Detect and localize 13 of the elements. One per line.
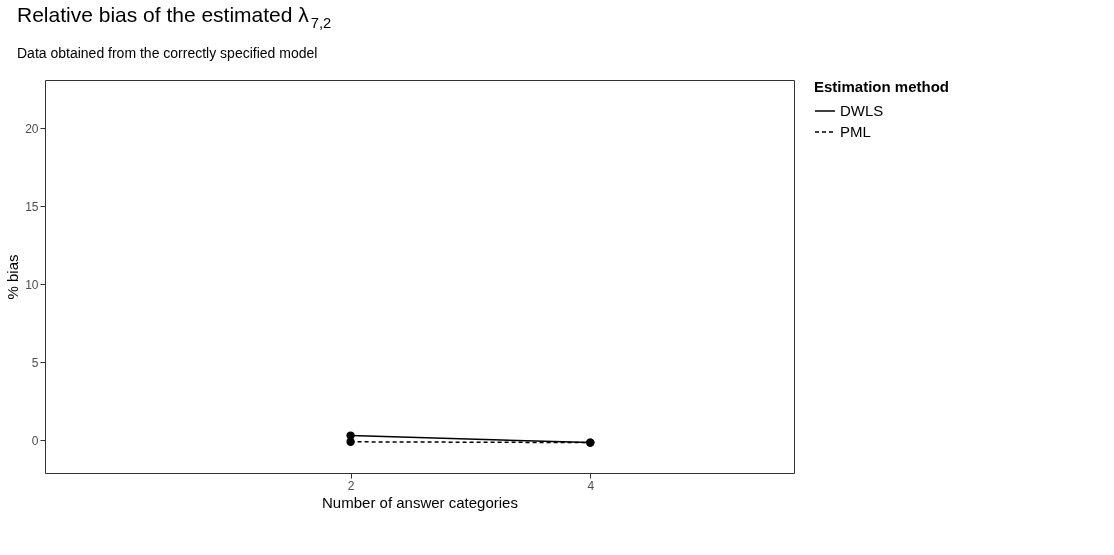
chart-subtitle: Data obtained from the correctly specified model — [17, 45, 318, 61]
x-tick-label: 4 — [587, 478, 595, 493]
y-tick-label: 5 — [31, 355, 39, 370]
y-tick-label: 10 — [25, 277, 39, 292]
y-tick-label: 20 — [25, 121, 39, 136]
legend-label: PML — [840, 123, 871, 140]
legend-label: DWLS — [840, 102, 884, 119]
y-tick-label: 15 — [25, 199, 39, 214]
x-tick-label: 2 — [347, 478, 355, 493]
y-axis-title: % bias — [4, 254, 22, 300]
x-axis-title: Number of answer categories — [322, 493, 518, 511]
y-tick-label: 0 — [31, 433, 39, 448]
legend-title: Estimation method — [814, 78, 950, 95]
